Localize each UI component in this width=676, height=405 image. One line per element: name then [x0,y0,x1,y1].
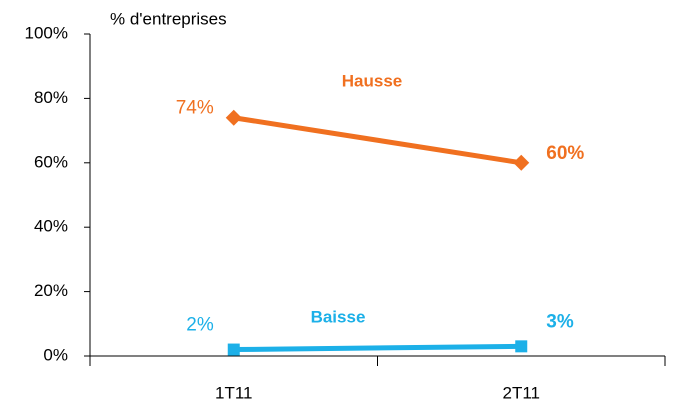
series-line [233,115,522,166]
y-axis-label: % d'entreprises [110,9,227,28]
y-tick-label: 0% [43,345,68,364]
marker [515,340,528,353]
y-tick-label: 80% [34,88,68,107]
data-label: 2% [186,315,214,336]
data-label: 3% [546,311,574,332]
series-line [233,343,522,353]
y-tick-label: 40% [34,217,68,236]
data-label: 60% [546,143,584,164]
y-tick-label: 20% [34,281,68,300]
series-name: Hausse [342,71,402,90]
x-tick-label: 1T11 [215,383,253,402]
marker [513,154,530,171]
y-tick-label: 60% [34,152,68,171]
y-tick-label: 100% [25,23,68,42]
x-tick-label: 2T11 [503,383,541,402]
data-label: 74% [176,98,214,119]
marker [225,109,242,126]
series-name: Baisse [311,307,366,326]
marker [227,343,240,356]
